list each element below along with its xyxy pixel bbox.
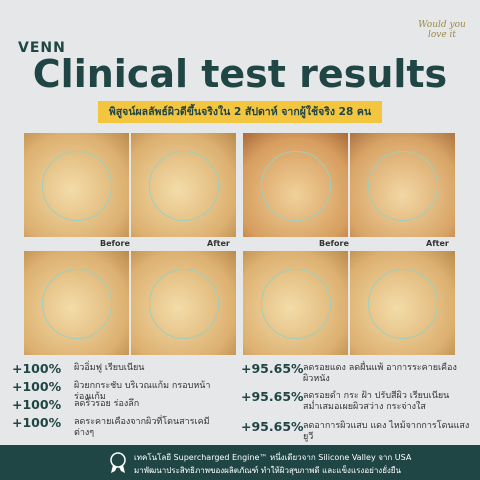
result-text: ลดรอยแดง ลดผื่นแพ้ อาการระคายเคืองผิวหนั… bbox=[303, 363, 457, 384]
result-value: +100% bbox=[12, 361, 62, 376]
award-icon bbox=[110, 452, 126, 473]
result-row: +100% ลดริ้วรอย ร่องลึก bbox=[12, 397, 227, 412]
photo bbox=[243, 251, 348, 355]
result-text: ลดริ้วรอย ร่องลึก bbox=[74, 399, 140, 409]
photo bbox=[24, 251, 129, 355]
result-text: ลดอาการผิวแสบ แดง ไหม้จากการโดนแสงยูวี bbox=[303, 421, 470, 442]
photo bbox=[131, 133, 236, 237]
subtitle: พิสูจน์ผลลัพธ์ผิวดีขึ้นจริงใน 2 สัปดาห์ … bbox=[98, 101, 382, 123]
result-row: +95.65% ลดรอยดำ กระ ฝ้า ปรับสีผิว เรียบเน… bbox=[241, 389, 471, 413]
result-text: ผิวอิ่มฟู เรียบเนียน bbox=[74, 363, 145, 373]
result-text: ผิวยกกระชับ บริเวณแก้ม กรอบหน้า ร่องแก้ม bbox=[74, 381, 211, 402]
photo-label: After bbox=[207, 239, 230, 248]
result-text: ลดรอยดำ กระ ฝ้า ปรับสีผิว เรียบเนียน สม่… bbox=[303, 391, 450, 412]
photo bbox=[24, 133, 129, 237]
photo bbox=[131, 251, 236, 355]
photo-label: Before bbox=[319, 239, 349, 248]
footer: เทคโนโลยี Supercharged Engine™ หนึ่งเดีย… bbox=[0, 445, 480, 480]
photo bbox=[350, 133, 455, 237]
footer-line: เทคโนโลยี Supercharged Engine™ หนึ่งเดีย… bbox=[134, 453, 412, 462]
result-value: +95.65% bbox=[241, 419, 304, 434]
result-value: +100% bbox=[12, 379, 62, 394]
photo-label: After bbox=[426, 239, 449, 248]
photo bbox=[243, 133, 348, 237]
result-row: +95.65% ลดอาการผิวแสบ แดง ไหม้จากการโดนแส… bbox=[241, 419, 471, 443]
result-row: +100% ผิวยกกระชับ บริเวณแก้ม กรอบหน้า ร่อ… bbox=[12, 379, 227, 403]
result-value: +95.65% bbox=[241, 389, 304, 404]
footer-line: มาพัฒนาประสิทธิภาพของผลิตภัณฑ์ ทำให้ผิวส… bbox=[134, 466, 401, 475]
result-row: +100% ลดระคายเคืองจากผิวที่โดนสารเคมีต่าง… bbox=[12, 415, 227, 439]
brand: VENN bbox=[18, 40, 66, 56]
photo bbox=[350, 251, 455, 355]
result-row: +95.65% ลดรอยแดง ลดผื่นแพ้ อาการระคายเคือ… bbox=[241, 361, 471, 385]
result-value: +95.65% bbox=[241, 361, 304, 376]
result-row: +100% ผิวอิ่มฟู เรียบเนียน bbox=[12, 361, 227, 376]
result-text: ลดระคายเคืองจากผิวที่โดนสารเคมีต่างๆ bbox=[74, 417, 210, 438]
title: Clinical test results bbox=[32, 52, 448, 96]
badge: Would you love it bbox=[418, 20, 466, 40]
result-value: +100% bbox=[12, 415, 62, 430]
photo-label: Before bbox=[100, 239, 130, 248]
result-value: +100% bbox=[12, 397, 62, 412]
